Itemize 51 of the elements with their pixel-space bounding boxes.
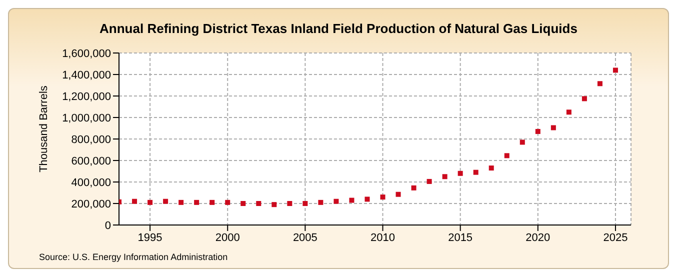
point <box>582 96 587 102</box>
x-tick-label: 2005 <box>292 232 318 244</box>
point <box>473 170 478 175</box>
point <box>442 174 448 180</box>
x-tick-label: 2010 <box>370 232 395 244</box>
y-tick-label: 800,000 <box>71 134 111 146</box>
point <box>132 198 138 204</box>
chart-title: Annual Refining District Texas Inland Field Production of Natural Gas Liquids <box>98 21 578 36</box>
point <box>566 110 572 115</box>
point <box>240 201 246 206</box>
x-tick-label: 2015 <box>448 232 473 244</box>
point <box>194 200 200 205</box>
point <box>148 200 153 205</box>
point <box>520 140 525 145</box>
point <box>210 200 215 205</box>
point <box>334 198 339 204</box>
y-tick-label: 1,600,000 <box>62 48 111 60</box>
y-tick-label: 1,000,000 <box>62 112 111 124</box>
point <box>458 170 463 176</box>
point <box>426 178 432 184</box>
point <box>612 68 618 73</box>
source-note: Source: U.S. Energy Information Administration <box>39 252 228 262</box>
point <box>411 185 416 190</box>
point <box>597 81 602 86</box>
y-tick-label: 0 <box>104 220 111 232</box>
y-axis-title: Thousand Barrels <box>38 86 50 172</box>
point <box>488 166 494 171</box>
point <box>178 200 184 205</box>
point <box>504 153 510 158</box>
x-tick-label: 2025 <box>603 232 628 244</box>
point <box>287 201 292 206</box>
point <box>364 196 370 202</box>
point <box>272 202 277 208</box>
point <box>225 200 230 205</box>
point <box>302 201 308 206</box>
point <box>380 194 386 200</box>
y-tick-label: 200,000 <box>71 198 111 210</box>
y-tick-label: 600,000 <box>71 155 111 168</box>
x-tick-label: 1995 <box>138 232 162 244</box>
point <box>163 198 168 204</box>
x-tick-label: 2000 <box>215 232 240 244</box>
point <box>550 125 556 130</box>
y-tick-label: 1,200,000 <box>62 90 111 103</box>
point <box>318 200 324 205</box>
point <box>535 128 540 134</box>
point <box>256 201 262 206</box>
point <box>396 192 401 197</box>
x-tick-label: 2020 <box>526 232 550 244</box>
y-tick-label: 1,400,000 <box>62 69 111 82</box>
point <box>349 198 354 203</box>
y-tick-label: 400,000 <box>71 176 111 189</box>
